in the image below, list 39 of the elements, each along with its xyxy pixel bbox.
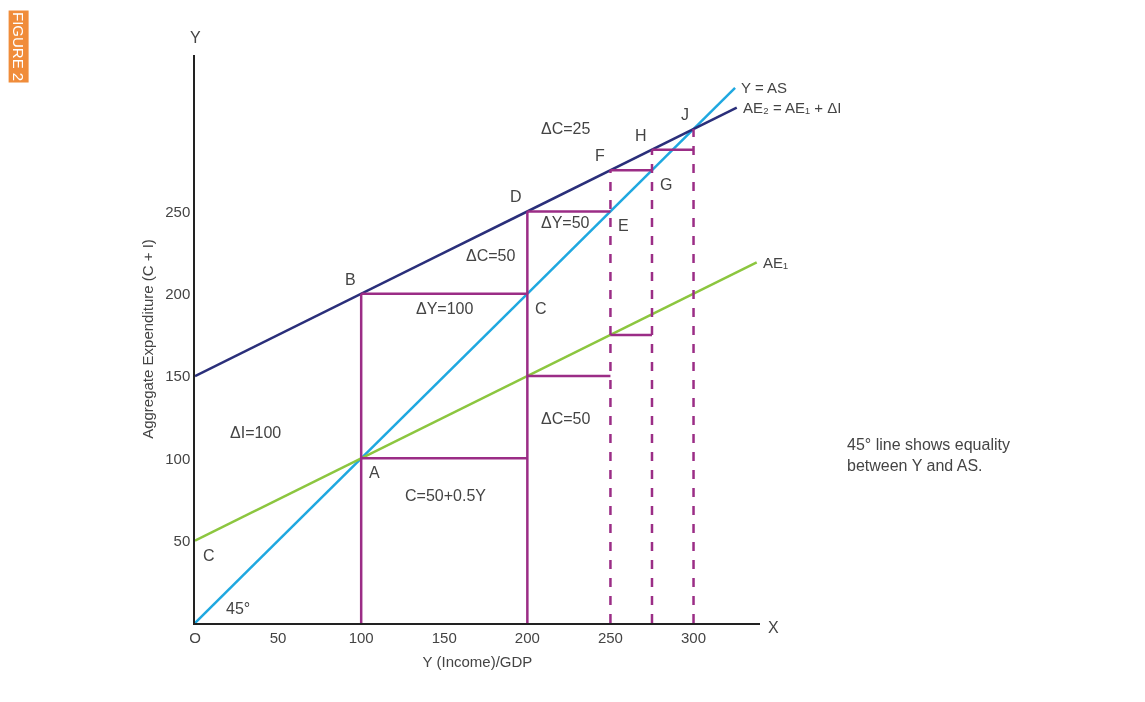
y-tick-label: 50 [173,531,191,549]
text: X [768,619,779,636]
x-tick-label: 250 [597,628,623,646]
y-tick-label: 100 [165,449,191,467]
annotation: C [203,547,215,564]
annotation: ΔY=100 [416,300,474,317]
annotation: 45° [226,600,251,617]
x-tick-label: 300 [681,628,707,646]
annotation: D [510,188,522,205]
annotation: J [681,106,689,123]
annotation: F [595,147,605,164]
y-axis-title: Aggregate Expenditure (C + I) [138,239,156,439]
annotation: G [660,176,673,193]
x-tick-label: O [189,628,201,646]
series-label: AE₂ = AE₁ + ΔI [743,99,842,116]
series-label: Y = AS [741,79,788,96]
x-tick-label: 200 [514,628,540,646]
y-tick-label: 250 [165,202,191,220]
y-tick-label: 150 [165,367,191,385]
annotation: A [369,464,380,481]
x-tick-label: 50 [269,628,287,646]
text: Y [190,29,201,46]
series-label: AE₁ [763,254,789,271]
annotation: ΔC=50 [466,247,516,264]
annotation: ΔY=50 [541,214,590,231]
annotation: ΔC=25 [541,120,591,137]
caption: FIGURE 2 [10,12,28,82]
annotation: B [345,271,356,288]
annotation: H [635,127,647,144]
x-axis-title: Y (Income)/GDP [422,653,533,671]
annotation: C [535,300,547,317]
annotation: ΔC=50 [541,410,591,427]
y-tick-label: 200 [165,284,191,302]
x-tick-label: 150 [431,628,457,646]
annotation: C=50+0.5Y [405,487,487,504]
annotation: E [618,217,629,234]
x-tick-label: 100 [348,628,374,646]
text: 45° line shows equality between Y and AS. [847,436,1010,474]
annotation: ΔI=100 [230,424,282,441]
